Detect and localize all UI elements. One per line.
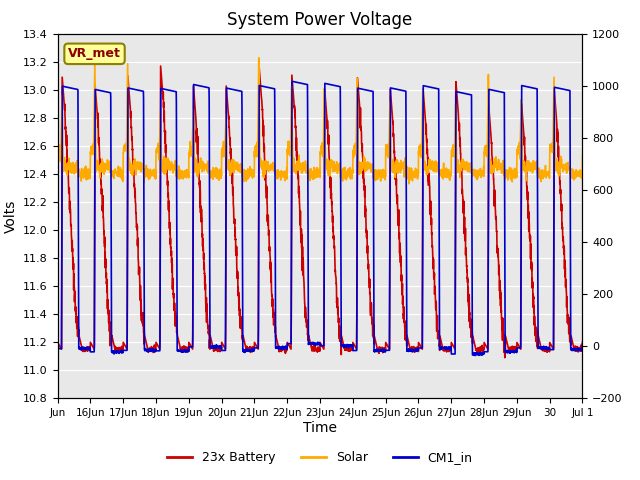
Y-axis label: Volts: Volts bbox=[3, 199, 17, 233]
X-axis label: Time: Time bbox=[303, 421, 337, 435]
Title: System Power Voltage: System Power Voltage bbox=[227, 11, 413, 29]
Text: VR_met: VR_met bbox=[68, 48, 121, 60]
Legend: 23x Battery, Solar, CM1_in: 23x Battery, Solar, CM1_in bbox=[163, 446, 477, 469]
